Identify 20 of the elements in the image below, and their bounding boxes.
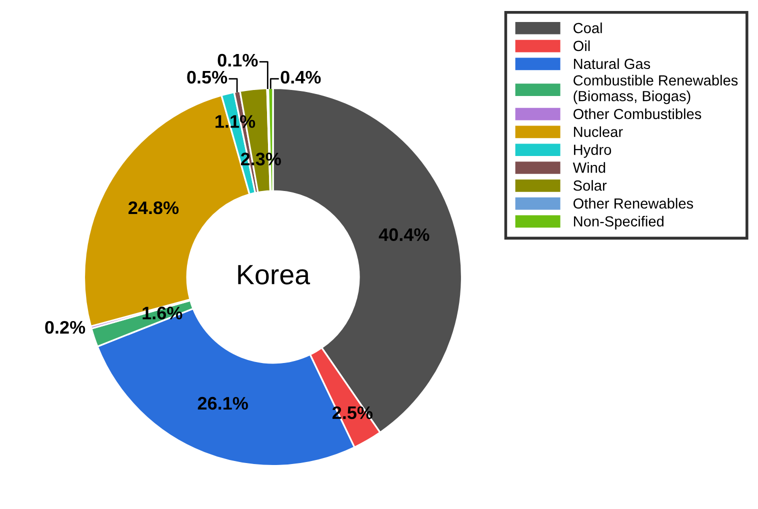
legend-label: Nuclear bbox=[574, 126, 623, 138]
data-label: 26.1% bbox=[198, 396, 248, 410]
legend-label: Combustible Renewables (Biomass, Biogas) bbox=[574, 74, 738, 104]
data-label: 0.5% bbox=[187, 70, 228, 84]
legend-label: Solar bbox=[573, 180, 607, 191]
legend-label: Wind bbox=[572, 162, 606, 173]
legend-label: Coal bbox=[574, 22, 602, 34]
data-label: 0.1% bbox=[218, 54, 258, 67]
legend-label: Oil bbox=[574, 40, 590, 52]
legend-label: Non-Specified bbox=[574, 216, 664, 230]
data-label: 24.8% bbox=[128, 201, 179, 214]
data-label: 40.4% bbox=[378, 228, 430, 242]
legend-label: Other Renewables bbox=[574, 198, 694, 209]
legend-label: Other Combustibles bbox=[574, 108, 702, 120]
data-label: 0.4% bbox=[280, 70, 321, 84]
data-label: 2.3% bbox=[240, 152, 281, 166]
data-label: 0.2% bbox=[45, 320, 86, 334]
text: Korea bbox=[238, 265, 310, 284]
legend-label: Hydro bbox=[574, 144, 612, 158]
legend-label: Natural Gas bbox=[574, 58, 650, 70]
